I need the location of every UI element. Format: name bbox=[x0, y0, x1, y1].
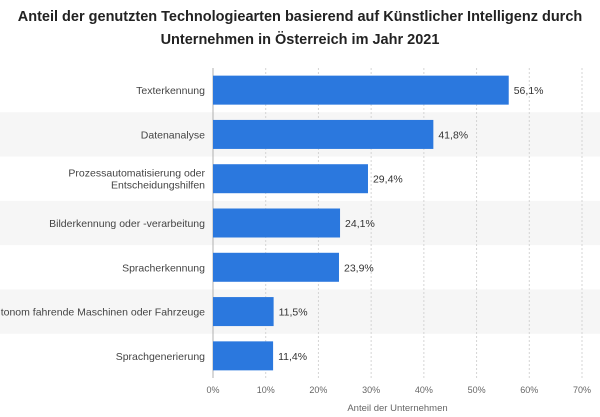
data-label: 24,1% bbox=[345, 218, 375, 230]
category-label: Entscheidungshilfen bbox=[111, 180, 205, 192]
x-tick-label: 30% bbox=[362, 385, 380, 395]
x-tick-label: 50% bbox=[468, 385, 486, 395]
chart-title-line-2: Unternehmen in Österreich im Jahr 2021 bbox=[160, 32, 440, 48]
category-label: Sprachgenerierung bbox=[116, 351, 205, 363]
category-label: Bilderkennung oder -verarbeitung bbox=[49, 218, 205, 230]
row-band bbox=[0, 289, 600, 334]
data-label: 11,5% bbox=[279, 307, 308, 319]
category-label: Prozessautomatisierung oder bbox=[68, 168, 205, 180]
category-label: Spracherkennung bbox=[122, 262, 205, 274]
bar bbox=[213, 164, 368, 194]
x-tick-label: 20% bbox=[309, 385, 327, 395]
bar bbox=[213, 297, 274, 327]
bar bbox=[213, 75, 509, 105]
data-label: 11,4% bbox=[278, 351, 307, 363]
x-axis-title: Anteil der Unternehmen bbox=[347, 403, 447, 414]
x-tick-label: 70% bbox=[573, 385, 591, 395]
category-label: Autonom fahrende Maschinen oder Fahrzeug… bbox=[0, 307, 205, 319]
x-tick-label: 10% bbox=[257, 385, 275, 395]
bar bbox=[213, 119, 434, 149]
x-tick-label: 60% bbox=[520, 385, 538, 395]
data-label: 56,1% bbox=[514, 85, 544, 97]
data-label: 29,4% bbox=[373, 174, 403, 186]
data-label: 23,9% bbox=[344, 262, 374, 274]
x-tick-label: 0% bbox=[206, 385, 219, 395]
bar bbox=[213, 252, 339, 282]
chart-title-line-1: Anteil der genutzten Technologiearten ba… bbox=[17, 9, 583, 25]
chart-title: Anteil der genutzten Technologiearten ba… bbox=[0, 6, 600, 52]
data-label: 41,8% bbox=[438, 129, 468, 141]
bar bbox=[213, 208, 341, 238]
x-tick-label: 40% bbox=[415, 385, 433, 395]
bar bbox=[213, 341, 274, 371]
category-label: Datenanalyse bbox=[141, 129, 205, 141]
category-label: Texterkennung bbox=[136, 85, 205, 97]
